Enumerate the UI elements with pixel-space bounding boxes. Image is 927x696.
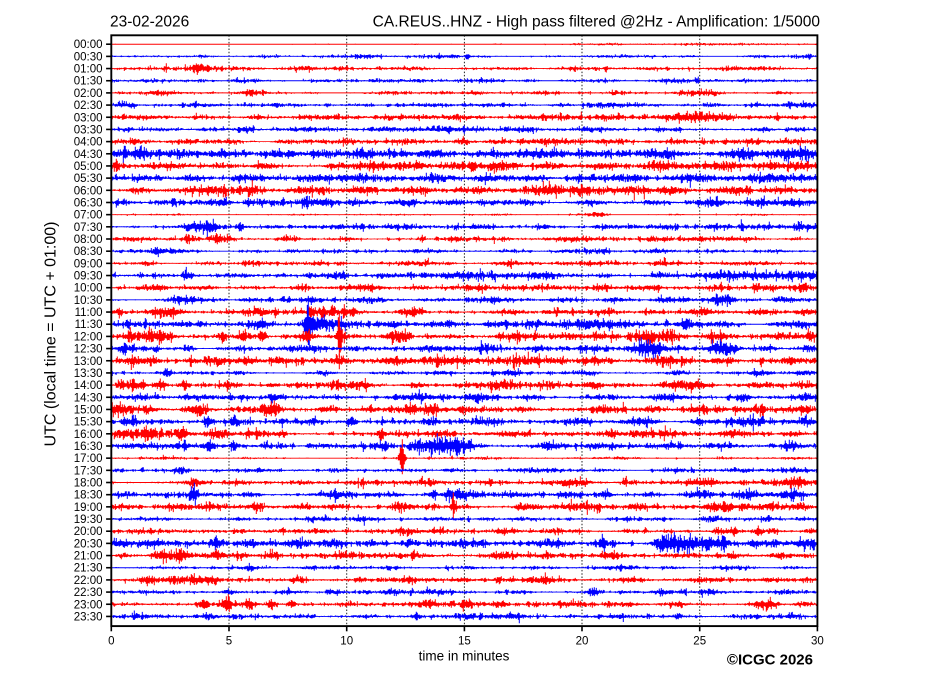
svg-text:20:30: 20:30 xyxy=(74,538,103,550)
svg-text:25: 25 xyxy=(693,636,706,648)
svg-text:12:30: 12:30 xyxy=(74,344,103,356)
svg-text:04:00: 04:00 xyxy=(74,137,103,149)
svg-text:18:30: 18:30 xyxy=(74,490,103,502)
svg-text:02:00: 02:00 xyxy=(74,88,103,100)
svg-text:©ICGC 2026: ©ICGC 2026 xyxy=(727,652,813,669)
svg-text:02:30: 02:30 xyxy=(74,100,103,112)
svg-text:22:30: 22:30 xyxy=(74,587,103,599)
svg-text:17:00: 17:00 xyxy=(74,453,103,465)
svg-text:00:30: 00:30 xyxy=(74,51,103,63)
svg-text:15:00: 15:00 xyxy=(74,404,103,416)
svg-text:22:00: 22:00 xyxy=(74,575,103,587)
svg-text:03:00: 03:00 xyxy=(74,112,103,124)
svg-text:06:30: 06:30 xyxy=(74,197,103,209)
svg-text:05:00: 05:00 xyxy=(74,161,103,173)
svg-text:11:30: 11:30 xyxy=(75,319,103,331)
svg-text:07:30: 07:30 xyxy=(74,222,103,234)
svg-text:10:00: 10:00 xyxy=(74,283,103,295)
svg-text:18:00: 18:00 xyxy=(74,478,103,490)
svg-text:15:30: 15:30 xyxy=(74,417,103,429)
svg-text:07:00: 07:00 xyxy=(74,210,103,222)
svg-text:16:00: 16:00 xyxy=(74,429,103,441)
svg-text:10: 10 xyxy=(340,636,353,648)
svg-text:01:00: 01:00 xyxy=(74,64,103,76)
svg-text:10:30: 10:30 xyxy=(74,295,103,307)
svg-text:13:30: 13:30 xyxy=(74,368,103,380)
svg-text:30: 30 xyxy=(811,636,824,648)
svg-text:04:30: 04:30 xyxy=(74,149,103,161)
svg-text:17:30: 17:30 xyxy=(74,465,103,477)
svg-text:14:30: 14:30 xyxy=(74,392,103,404)
svg-text:16:30: 16:30 xyxy=(74,441,103,453)
svg-text:13:00: 13:00 xyxy=(74,356,103,368)
svg-text:09:30: 09:30 xyxy=(74,271,103,283)
svg-text:time in minutes: time in minutes xyxy=(419,649,510,664)
svg-text:03:30: 03:30 xyxy=(74,124,103,136)
svg-text:08:00: 08:00 xyxy=(74,234,103,246)
svg-text:11:00: 11:00 xyxy=(75,307,103,319)
svg-text:0: 0 xyxy=(108,636,114,648)
svg-text:05:30: 05:30 xyxy=(74,173,103,185)
svg-text:20: 20 xyxy=(576,636,589,648)
svg-text:23-02-2026: 23-02-2026 xyxy=(110,14,189,31)
svg-text:06:00: 06:00 xyxy=(74,185,103,197)
svg-text:CA.REUS..HNZ - High pass filte: CA.REUS..HNZ - High pass filtered @2Hz -… xyxy=(373,14,821,31)
svg-text:UTC (local time = UTC + 01:00): UTC (local time = UTC + 01:00) xyxy=(43,222,60,447)
svg-text:21:30: 21:30 xyxy=(74,563,103,575)
svg-text:21:00: 21:00 xyxy=(74,551,103,563)
svg-text:00:00: 00:00 xyxy=(74,39,103,51)
svg-text:12:00: 12:00 xyxy=(74,331,103,343)
svg-text:09:00: 09:00 xyxy=(74,258,103,270)
svg-text:14:00: 14:00 xyxy=(74,380,103,392)
svg-text:19:00: 19:00 xyxy=(74,502,103,514)
svg-text:23:00: 23:00 xyxy=(74,599,103,611)
svg-text:5: 5 xyxy=(226,636,232,648)
svg-text:01:30: 01:30 xyxy=(74,76,103,88)
svg-text:23:30: 23:30 xyxy=(74,611,103,623)
svg-text:15: 15 xyxy=(458,636,471,648)
svg-text:20:00: 20:00 xyxy=(74,526,103,538)
svg-text:19:30: 19:30 xyxy=(74,514,103,526)
svg-text:08:30: 08:30 xyxy=(74,246,103,258)
